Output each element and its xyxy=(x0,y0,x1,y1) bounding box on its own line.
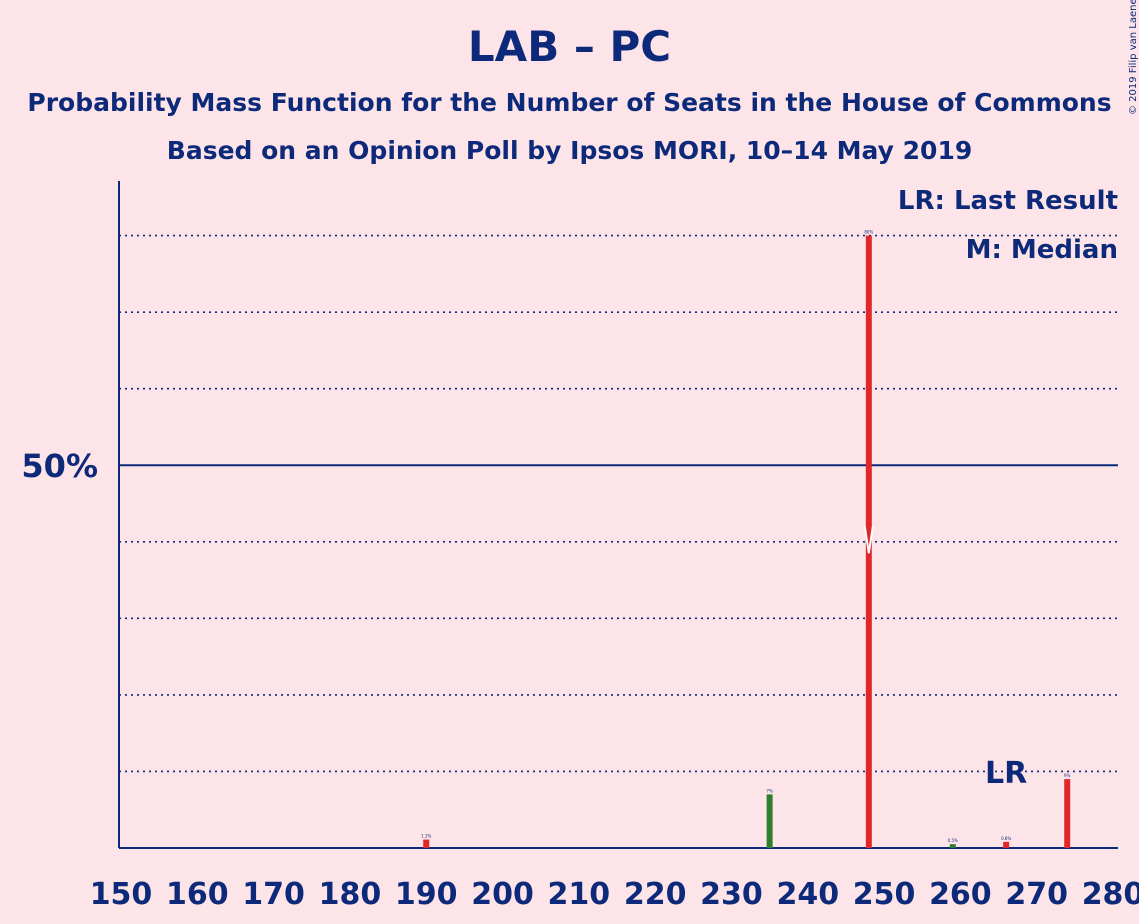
x-tick-label-200: 200 xyxy=(471,877,534,912)
bar-274 xyxy=(1064,779,1071,848)
legend-last-result: LR: Last Result xyxy=(898,186,1118,216)
bar-235 xyxy=(766,794,773,848)
x-tick-label-210: 210 xyxy=(548,877,611,912)
x-tick-label-150: 150 xyxy=(90,877,153,912)
x-tick-labels: 150 160 170 180 190 200 210 220 230 240 250 260 270 2… xyxy=(90,877,1139,912)
x-tick-label-170: 170 xyxy=(242,877,305,912)
x-tick-label-280: 280 xyxy=(1082,877,1139,912)
x-tick-label-250: 250 xyxy=(853,877,916,912)
bar-259 xyxy=(949,844,956,848)
x-tick-label-220: 220 xyxy=(624,877,687,912)
last-result-marker: LR xyxy=(985,756,1027,791)
x-tick-label-190: 190 xyxy=(395,877,458,912)
median-marker xyxy=(863,526,874,554)
x-tick-label-270: 270 xyxy=(1005,877,1068,912)
bar-label-190: 1.1% xyxy=(421,834,431,839)
bar-label-266: 0.8% xyxy=(1001,836,1011,841)
bar-label-235: 7% xyxy=(766,788,773,793)
bar-label-274: 9% xyxy=(1064,773,1071,778)
chart-source: Based on an Opinion Poll by Ipsos MORI, … xyxy=(166,136,973,165)
x-tick-label-260: 260 xyxy=(929,877,992,912)
chart-subtitle: Probability Mass Function for the Number… xyxy=(27,88,1112,117)
x-tick-label-160: 160 xyxy=(166,877,229,912)
bars: 1.1% 7% 80% 0.5% 0.8% 9% xyxy=(421,230,1071,849)
grid-lines xyxy=(119,234,1118,773)
x-tick-label-230: 230 xyxy=(700,877,763,912)
bar-190 xyxy=(423,839,430,848)
y-tick-label-50: 50% xyxy=(21,447,98,485)
legend-median: M: Median xyxy=(966,235,1118,265)
bar-266 xyxy=(1003,841,1010,848)
x-tick-label-180: 180 xyxy=(319,877,382,912)
bar-label-259: 0.5% xyxy=(948,838,958,843)
bar-label-248: 80% xyxy=(864,230,873,235)
bar-248 xyxy=(865,235,872,849)
chart-title: LAB – PC xyxy=(467,22,672,71)
x-tick-label-240: 240 xyxy=(776,877,839,912)
